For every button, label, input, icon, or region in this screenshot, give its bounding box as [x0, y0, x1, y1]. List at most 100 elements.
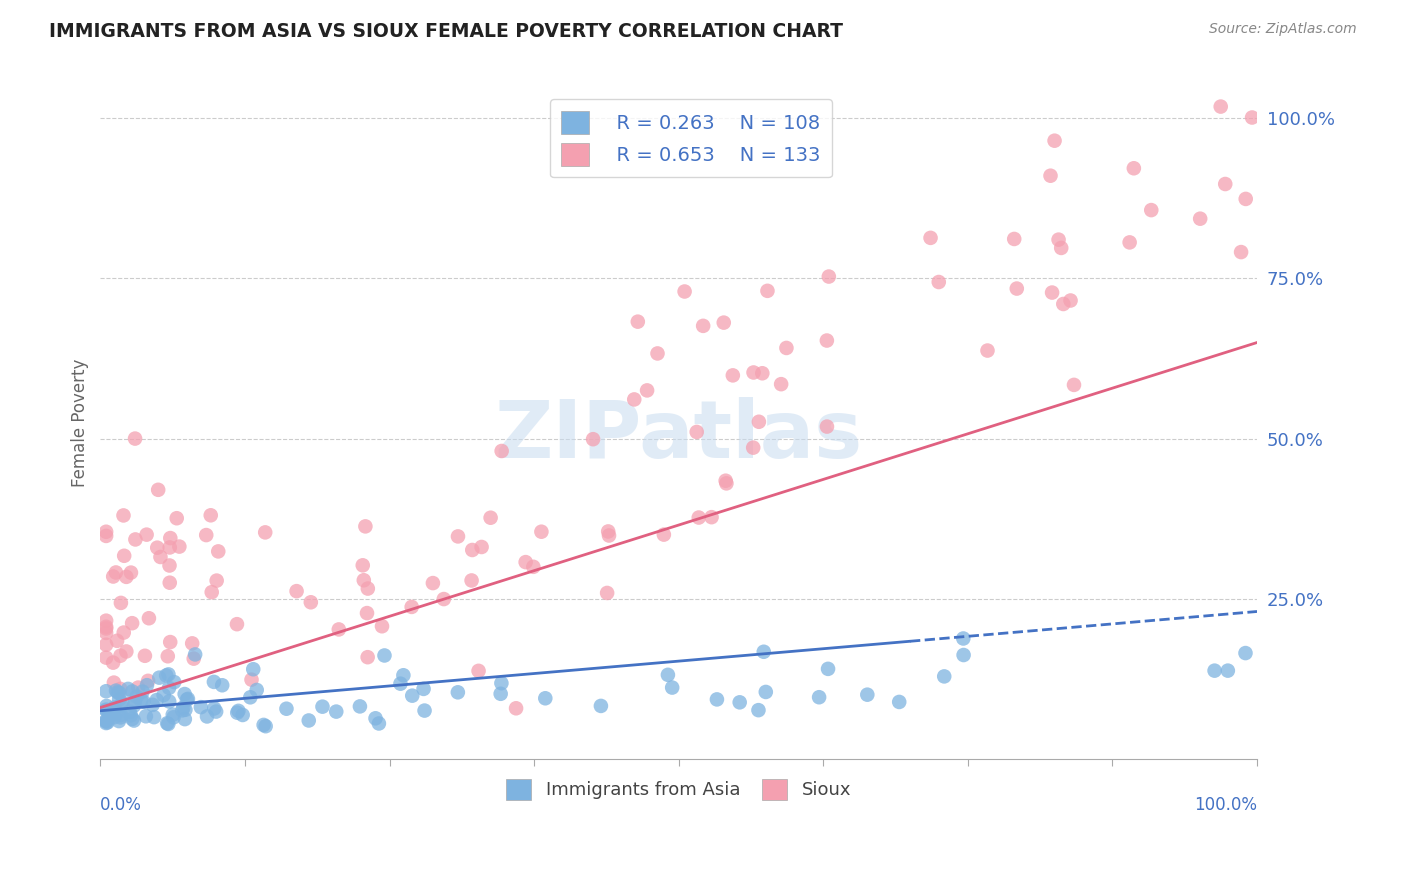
Point: [356, 650, 378, 665]
Point: [110, 648, 132, 663]
Point: [117, 681, 139, 696]
Point: [353, 573, 375, 587]
Point: [101, 656, 124, 670]
Point: [205, 574, 228, 588]
Point: [627, 315, 650, 329]
Point: [673, 285, 696, 299]
Point: [1209, 99, 1232, 113]
Point: [211, 678, 233, 692]
Point: [190, 700, 212, 714]
Point: [657, 668, 679, 682]
Point: [491, 444, 513, 458]
Point: [357, 582, 380, 596]
Point: [491, 676, 513, 690]
Point: [755, 685, 778, 699]
Point: [96, 698, 118, 713]
Point: [110, 596, 132, 610]
Point: [94, 703, 117, 717]
Point: [328, 623, 350, 637]
Point: [110, 698, 132, 712]
Point: [253, 718, 276, 732]
Point: [742, 441, 765, 455]
Point: [156, 649, 179, 664]
Point: [202, 701, 225, 715]
Point: [138, 611, 160, 625]
Point: [195, 528, 218, 542]
Point: [118, 705, 141, 719]
Point: [129, 693, 152, 707]
Point: [145, 693, 167, 707]
Point: [183, 651, 205, 665]
Y-axis label: Female Poverty: Female Poverty: [72, 359, 89, 487]
Point: [530, 524, 553, 539]
Point: [515, 555, 537, 569]
Point: [1241, 111, 1264, 125]
Point: [1234, 192, 1257, 206]
Point: [110, 710, 132, 724]
Point: [920, 231, 942, 245]
Point: [120, 708, 142, 723]
Point: [105, 633, 128, 648]
Point: [636, 384, 658, 398]
Point: [534, 691, 557, 706]
Point: [1230, 245, 1253, 260]
Point: [173, 712, 195, 726]
Point: [756, 284, 779, 298]
Point: [169, 540, 191, 554]
Point: [447, 529, 470, 543]
Point: [1118, 235, 1140, 250]
Point: [700, 510, 723, 524]
Point: [152, 688, 174, 702]
Point: [467, 664, 489, 678]
Point: [105, 706, 128, 721]
Point: [98, 706, 121, 721]
Point: [162, 710, 184, 724]
Point: [311, 699, 333, 714]
Point: [460, 574, 482, 588]
Point: [647, 346, 669, 360]
Point: [177, 691, 200, 706]
Point: [124, 533, 146, 547]
Point: [104, 566, 127, 580]
Point: [110, 707, 132, 722]
Point: [367, 716, 389, 731]
Point: [817, 662, 839, 676]
Text: 0.0%: 0.0%: [100, 796, 142, 814]
Point: [121, 684, 143, 698]
Point: [1216, 664, 1239, 678]
Point: [110, 681, 132, 696]
Point: [471, 540, 494, 554]
Point: [108, 714, 131, 728]
Text: ZIPatlas: ZIPatlas: [495, 397, 863, 475]
Point: [115, 644, 138, 658]
Point: [228, 704, 250, 718]
Point: [1234, 646, 1257, 660]
Point: [952, 632, 974, 646]
Point: [103, 700, 125, 714]
Point: [121, 712, 143, 726]
Point: [505, 701, 527, 715]
Point: [101, 702, 124, 716]
Point: [94, 620, 117, 634]
Point: [928, 275, 950, 289]
Point: [392, 668, 415, 682]
Point: [354, 519, 377, 533]
Point: [976, 343, 998, 358]
Point: [752, 645, 775, 659]
Point: [135, 527, 157, 541]
Point: [325, 705, 347, 719]
Text: Source: ZipAtlas.com: Source: ZipAtlas.com: [1209, 22, 1357, 37]
Point: [162, 707, 184, 722]
Point: [111, 695, 134, 709]
Point: [1189, 211, 1212, 226]
Point: [201, 585, 224, 599]
Point: [686, 425, 709, 439]
Point: [1039, 169, 1062, 183]
Point: [94, 529, 117, 543]
Point: [952, 648, 974, 662]
Point: [596, 586, 619, 600]
Point: [149, 549, 172, 564]
Point: [889, 695, 911, 709]
Point: [1122, 161, 1144, 176]
Point: [1204, 664, 1226, 678]
